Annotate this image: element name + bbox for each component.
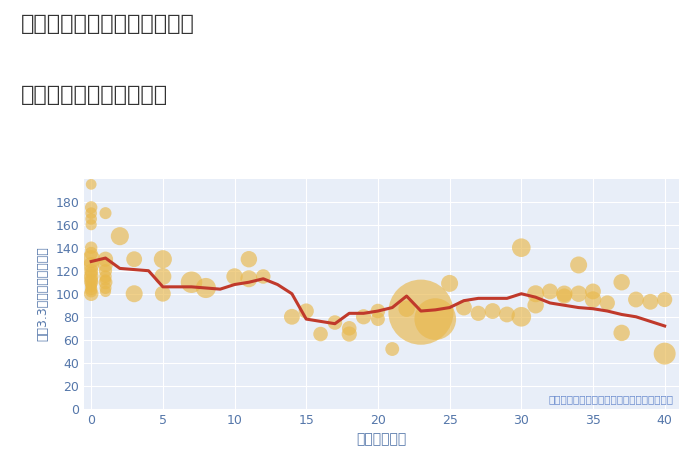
Point: [85, 267, 97, 274]
Point: [444, 280, 455, 287]
Point: [659, 350, 671, 357]
Point: [100, 273, 111, 280]
Point: [100, 284, 111, 292]
Point: [229, 273, 240, 280]
Text: 築年数別中古戸建て価格: 築年数別中古戸建て価格: [21, 85, 168, 105]
Point: [372, 307, 384, 315]
Point: [645, 298, 656, 306]
Point: [129, 256, 140, 263]
Point: [85, 261, 97, 269]
Point: [559, 292, 570, 300]
Point: [85, 285, 97, 293]
Point: [587, 288, 598, 295]
Point: [100, 278, 111, 286]
Point: [458, 304, 470, 311]
Point: [100, 267, 111, 274]
Point: [100, 261, 111, 269]
Text: 神奈川県横浜市泉区中田西の: 神奈川県横浜市泉区中田西の: [21, 14, 195, 34]
Point: [85, 281, 97, 288]
Point: [85, 278, 97, 286]
Point: [186, 278, 197, 286]
Y-axis label: 坪（3.3㎡）単価（万円）: 坪（3.3㎡）単価（万円）: [36, 246, 50, 341]
Point: [258, 273, 269, 280]
Point: [545, 288, 556, 295]
Point: [300, 307, 312, 315]
Point: [587, 296, 598, 303]
Point: [85, 290, 97, 298]
Point: [100, 256, 111, 263]
Point: [85, 276, 97, 284]
Text: 円の大きさは、取引のあった物件面積を示す: 円の大きさは、取引のあった物件面積を示す: [548, 394, 673, 404]
Point: [516, 313, 527, 321]
Point: [244, 275, 255, 282]
Point: [616, 329, 627, 337]
Point: [85, 288, 97, 295]
Point: [516, 244, 527, 251]
Point: [85, 221, 97, 228]
Point: [530, 290, 541, 298]
Point: [487, 307, 498, 315]
Point: [573, 290, 584, 298]
Point: [100, 209, 111, 217]
X-axis label: 築年数（年）: 築年数（年）: [356, 432, 407, 446]
Point: [358, 313, 369, 321]
Point: [85, 250, 97, 257]
Point: [158, 290, 169, 298]
Point: [372, 315, 384, 323]
Point: [344, 330, 355, 338]
Point: [659, 296, 671, 303]
Point: [85, 244, 97, 251]
Point: [616, 278, 627, 286]
Point: [631, 296, 642, 303]
Point: [85, 215, 97, 223]
Point: [85, 204, 97, 211]
Point: [85, 209, 97, 217]
Point: [158, 256, 169, 263]
Point: [602, 299, 613, 307]
Point: [100, 276, 111, 284]
Point: [559, 290, 570, 298]
Point: [501, 311, 512, 318]
Point: [530, 302, 541, 309]
Point: [85, 256, 97, 263]
Point: [430, 315, 441, 323]
Point: [85, 273, 97, 280]
Point: [573, 261, 584, 269]
Point: [85, 269, 97, 277]
Point: [286, 313, 297, 321]
Point: [386, 345, 398, 353]
Point: [158, 273, 169, 280]
Point: [329, 319, 340, 326]
Point: [401, 305, 412, 313]
Point: [85, 283, 97, 290]
Point: [114, 233, 125, 240]
Point: [100, 288, 111, 295]
Point: [85, 180, 97, 188]
Point: [200, 284, 211, 292]
Point: [344, 324, 355, 332]
Point: [315, 330, 326, 338]
Point: [415, 308, 426, 316]
Point: [129, 290, 140, 298]
Point: [473, 310, 484, 317]
Point: [244, 256, 255, 263]
